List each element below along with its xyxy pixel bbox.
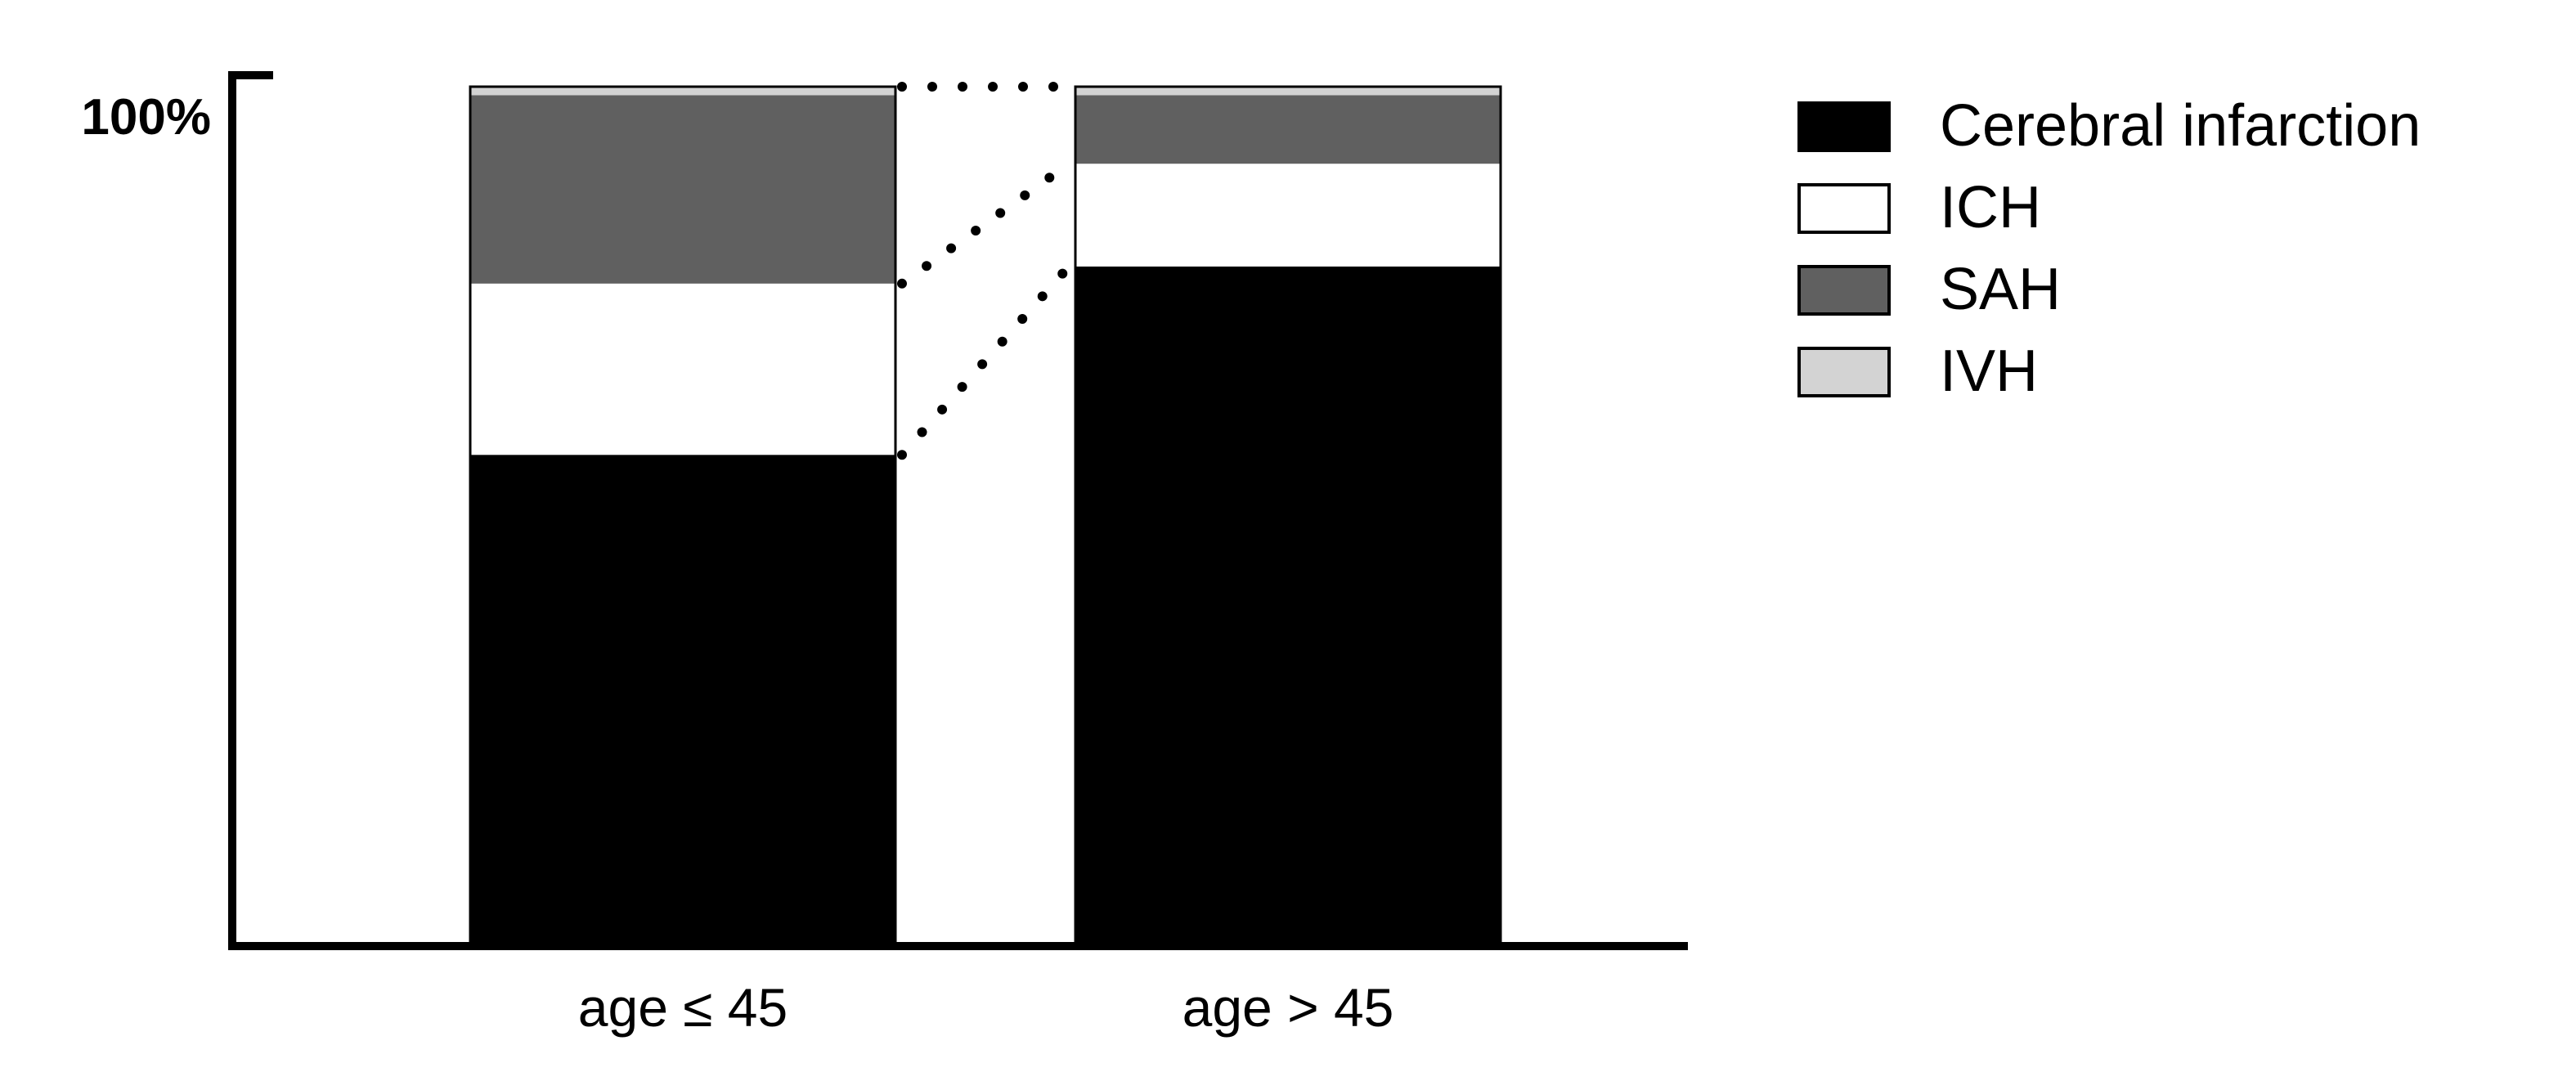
legend-swatch-ivh	[1797, 347, 1891, 397]
legend-item-sah: SAH	[1797, 257, 2061, 322]
legend-label-ich: ICH	[1940, 175, 2041, 240]
bar-segment-ivh-cat-1	[470, 87, 895, 96]
connectors	[897, 82, 1074, 460]
x-tick-label-2: age > 45	[1183, 977, 1394, 1038]
x-tick-labels: age ≤ 45 age > 45	[578, 977, 1394, 1038]
bar-segment-ich-cat-2	[1075, 164, 1501, 267]
x-tick-label-1: age ≤ 45	[578, 977, 788, 1038]
legend-label-sah: SAH	[1940, 257, 2061, 322]
legend: Cerebral infarction ICH SAH IVH	[1797, 93, 2421, 404]
bar-outline-cat-1	[469, 85, 897, 944]
bar-segment-sah-cat-1	[470, 95, 895, 284]
axes: 100%	[81, 71, 1688, 950]
legend-swatch-sah	[1797, 265, 1891, 316]
legend-item-ich: ICH	[1797, 175, 2041, 240]
bar-group-1	[469, 85, 897, 944]
bars	[469, 85, 1502, 944]
legend-label-ivh: IVH	[1940, 339, 2038, 404]
legend-item-cerebral-infarction: Cerebral infarction	[1797, 93, 2421, 159]
bar-segment-sah-cat-2	[1075, 95, 1501, 164]
legend-label-cerebral-infarction: Cerebral infarction	[1940, 93, 2421, 159]
bar-segment-ich-cat-1	[470, 283, 895, 455]
legend-swatch-ich	[1797, 183, 1891, 234]
connector-sah-bottom	[897, 159, 1074, 289]
bar-outline-cat-2	[1074, 85, 1502, 944]
legend-swatch-cerebral-infarction	[1797, 101, 1891, 152]
bar-segment-ivh-cat-2	[1075, 87, 1501, 96]
bar-group-2	[1074, 85, 1502, 944]
connector-ich-bottom	[897, 261, 1074, 460]
bar-segment-cerebral-infarction-cat-2	[1075, 266, 1501, 943]
bar-segment-cerebral-infarction-cat-1	[470, 455, 895, 943]
legend-item-ivh: IVH	[1797, 339, 2038, 404]
y-tick-label-100: 100%	[81, 89, 211, 146]
